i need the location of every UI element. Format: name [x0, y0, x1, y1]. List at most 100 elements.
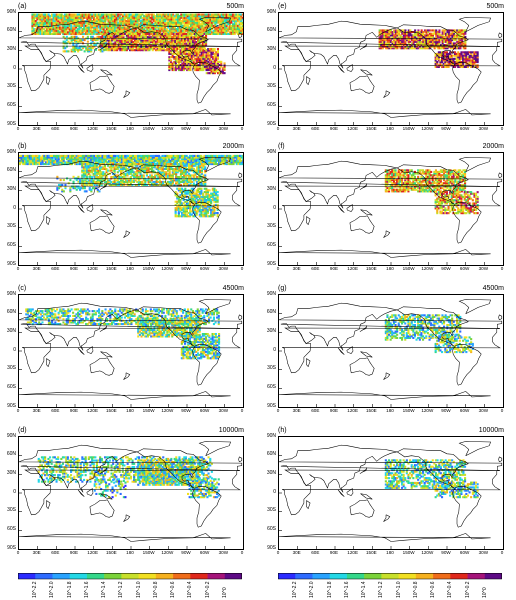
concentration-cell	[151, 15, 154, 18]
concentration-cell	[402, 44, 405, 47]
concentration-cell	[116, 167, 119, 170]
concentration-cell	[193, 154, 196, 157]
concentration-cell	[125, 42, 128, 45]
concentration-cell	[212, 48, 215, 51]
concentration-cell	[420, 29, 423, 32]
concentration-cell	[219, 161, 222, 164]
concentration-cell	[193, 23, 196, 26]
concentration-cell	[156, 15, 159, 18]
concentration-cell	[111, 154, 114, 157]
concentration-cell	[207, 56, 210, 59]
concentration-cell	[423, 47, 426, 50]
concentration-cell	[46, 161, 49, 164]
concentration-cell	[461, 39, 464, 42]
concentration-cell	[151, 49, 154, 52]
concentration-cell	[49, 26, 52, 29]
concentration-cell	[86, 174, 89, 177]
concentration-cell	[109, 15, 112, 18]
concentration-cell	[162, 18, 165, 21]
concentration-cell	[48, 154, 51, 157]
concentration-cell	[65, 35, 68, 38]
concentration-cell	[439, 64, 442, 67]
concentration-cell	[140, 34, 143, 37]
concentration-cell	[165, 31, 168, 34]
concentration-cell	[117, 18, 120, 21]
concentration-cell	[136, 21, 139, 24]
concentration-cell	[80, 32, 83, 35]
concentration-cell	[441, 65, 444, 68]
concentration-cell	[180, 36, 183, 39]
concentration-cell	[167, 31, 170, 34]
concentration-cell	[153, 39, 156, 42]
concentration-cell	[73, 16, 76, 19]
concentration-cell	[88, 26, 91, 29]
concentration-cell	[182, 161, 185, 164]
concentration-cell	[182, 41, 185, 44]
concentration-cell	[75, 39, 78, 42]
concentration-cell	[217, 32, 220, 35]
concentration-cell	[144, 182, 147, 185]
concentration-cell	[71, 26, 74, 29]
concentration-cell	[71, 15, 74, 18]
concentration-cell	[142, 44, 145, 47]
concentration-cell	[46, 16, 49, 19]
concentration-cell	[449, 52, 452, 55]
concentration-cell	[454, 52, 457, 55]
concentration-cell	[406, 47, 409, 50]
concentration-cell	[96, 42, 99, 45]
concentration-cell	[215, 52, 218, 55]
concentration-cell	[138, 49, 141, 52]
concentration-cell	[125, 159, 128, 162]
concentration-cell	[156, 42, 159, 45]
concentration-cell	[57, 21, 60, 24]
concentration-cell	[141, 26, 144, 29]
concentration-cell	[210, 59, 213, 62]
concentration-cell	[177, 15, 180, 18]
concentration-cell	[409, 45, 412, 48]
concentration-cell	[401, 32, 404, 35]
concentration-cell	[103, 164, 106, 167]
concentration-cell	[99, 161, 102, 164]
concentration-cell	[56, 158, 59, 161]
concentration-cell	[120, 167, 123, 170]
concentration-cell	[108, 169, 111, 172]
concentration-cell	[136, 163, 139, 166]
concentration-cell	[99, 180, 102, 183]
concentration-cell	[205, 54, 208, 57]
concentration-cell	[125, 37, 128, 40]
concentration-cell	[173, 21, 176, 24]
concentration-cell	[156, 36, 159, 39]
concentration-cell	[145, 45, 148, 48]
concentration-cell	[54, 29, 57, 32]
concentration-cell	[179, 69, 182, 72]
concentration-cell	[436, 61, 439, 64]
concentration-cell	[59, 159, 62, 162]
concentration-cell	[124, 49, 127, 52]
concentration-cell	[33, 161, 36, 164]
concentration-cell	[94, 32, 97, 35]
concentration-cell	[164, 18, 167, 21]
concentration-cell	[171, 154, 174, 157]
concentration-cell	[128, 13, 131, 16]
concentration-cell	[197, 60, 200, 63]
concentration-cell	[68, 28, 71, 31]
concentration-cell	[227, 32, 230, 35]
concentration-cell	[49, 16, 52, 19]
concentration-cell	[238, 21, 241, 24]
concentration-cell	[112, 34, 115, 37]
concentration-cell	[149, 16, 152, 19]
concentration-cell	[198, 39, 201, 42]
concentration-cell	[81, 169, 84, 172]
concentration-cell	[233, 28, 236, 31]
concentration-cell	[393, 34, 396, 37]
concentration-cell	[437, 59, 440, 62]
concentration-cell	[175, 21, 178, 24]
concentration-cell	[220, 32, 223, 35]
concentration-cell	[131, 180, 134, 183]
concentration-cell	[108, 44, 111, 47]
concentration-cell	[167, 34, 170, 37]
concentration-cell	[185, 13, 188, 16]
concentration-cell	[180, 23, 183, 26]
concentration-cell	[207, 32, 210, 35]
concentration-cell	[127, 158, 130, 161]
